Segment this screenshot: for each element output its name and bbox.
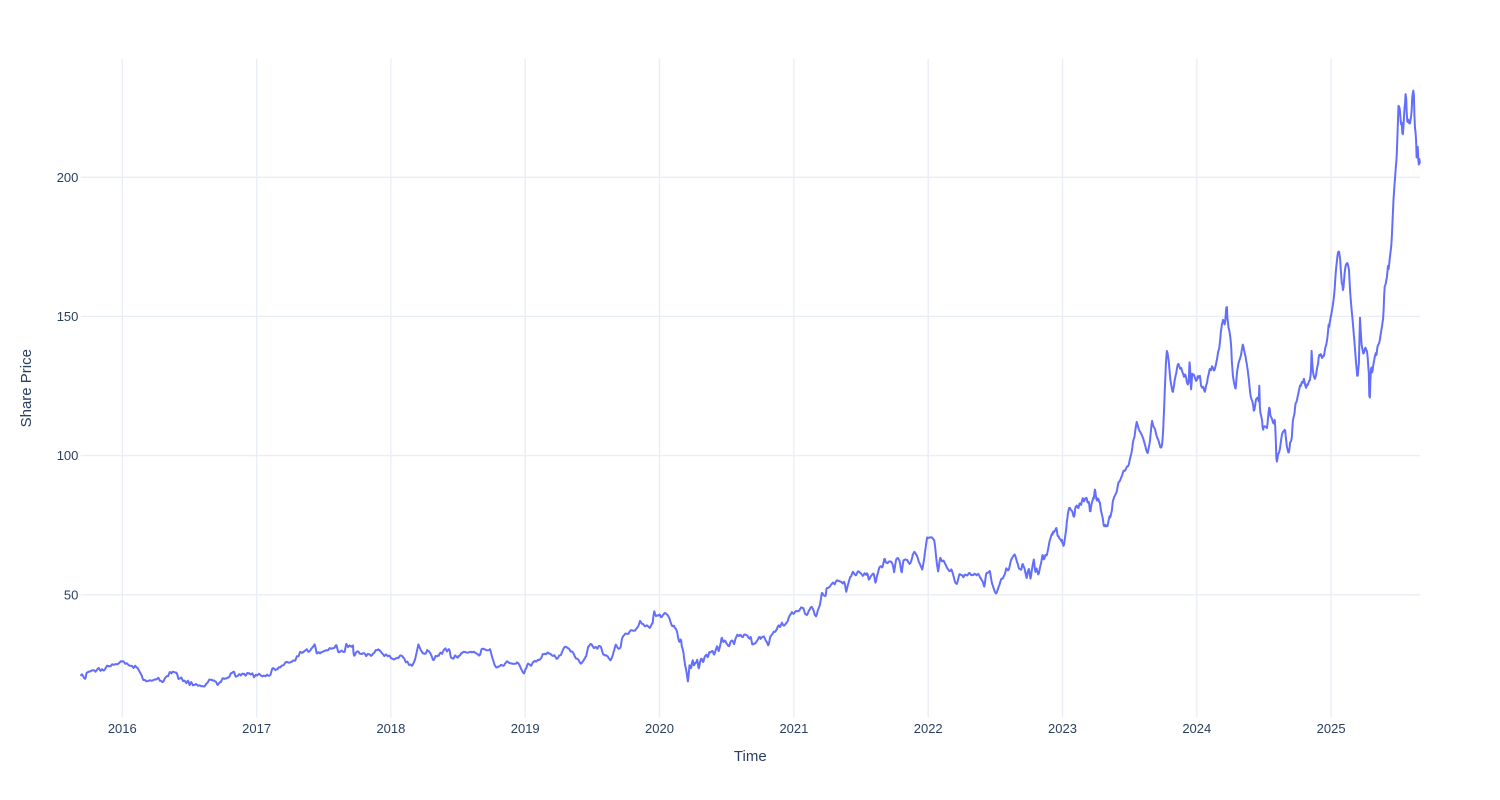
- svg-text:2017: 2017: [242, 721, 271, 736]
- svg-text:2019: 2019: [511, 721, 540, 736]
- svg-text:150: 150: [57, 309, 79, 324]
- svg-text:2018: 2018: [376, 721, 405, 736]
- svg-text:2023: 2023: [1048, 721, 1077, 736]
- svg-text:2024: 2024: [1182, 721, 1211, 736]
- svg-text:2022: 2022: [914, 721, 943, 736]
- svg-text:100: 100: [57, 448, 79, 463]
- svg-text:50: 50: [64, 587, 78, 602]
- svg-text:2025: 2025: [1317, 721, 1346, 736]
- svg-text:2021: 2021: [779, 721, 808, 736]
- svg-text:2016: 2016: [108, 721, 137, 736]
- svg-text:Time: Time: [734, 748, 767, 765]
- svg-text:200: 200: [57, 170, 79, 185]
- svg-text:Share Price: Share Price: [18, 349, 35, 427]
- svg-text:2020: 2020: [645, 721, 674, 736]
